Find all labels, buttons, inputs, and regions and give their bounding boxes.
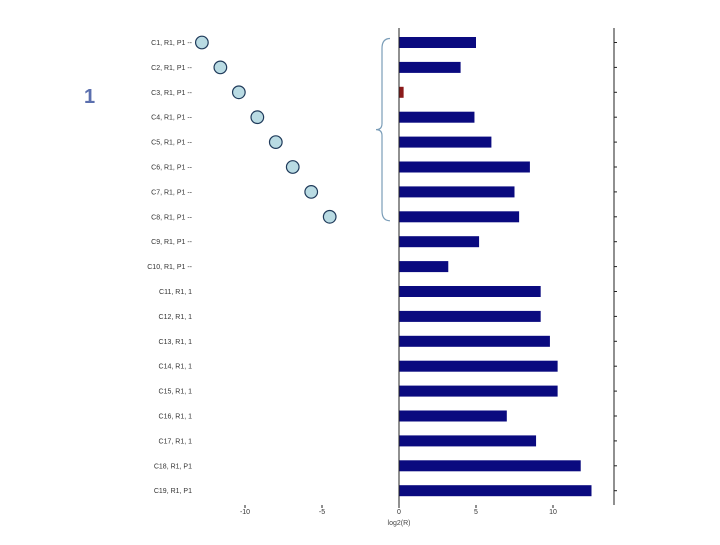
bar bbox=[399, 37, 476, 48]
bar bbox=[399, 485, 592, 497]
bar bbox=[399, 335, 550, 347]
category-label: C14, R1, 1 bbox=[159, 364, 193, 371]
bar bbox=[399, 460, 581, 472]
slide-number: 1 bbox=[84, 86, 96, 108]
marker-point bbox=[194, 35, 209, 50]
category-label: C12, R1, 1 bbox=[159, 314, 193, 321]
bar bbox=[399, 286, 541, 297]
bar bbox=[399, 136, 492, 148]
category-label: C8, R1, P1 -- bbox=[151, 214, 193, 221]
bar bbox=[399, 385, 558, 397]
x-axis-label: log2(R) bbox=[388, 520, 411, 527]
x-tick-label: 0 bbox=[397, 509, 401, 516]
bar bbox=[399, 360, 558, 372]
category-label: C9, R1, P1 -- bbox=[151, 239, 193, 246]
bars-group bbox=[399, 37, 592, 497]
bar bbox=[399, 86, 404, 98]
marker-point bbox=[250, 110, 265, 125]
bracket bbox=[375, 37, 391, 222]
category-label: C4, R1, P1 -- bbox=[151, 115, 193, 122]
category-label: C3, R1, P1 -- bbox=[151, 90, 193, 97]
category-label: C2, R1, P1 -- bbox=[151, 65, 193, 72]
category-label: C18, R1, P1 bbox=[154, 463, 192, 470]
bar bbox=[399, 111, 475, 123]
category-labels: C1, R1, P1 -- C2, R1, P1 -- C3, R1, P1 -- C… bbox=[147, 40, 192, 495]
x-tick-label: 5 bbox=[474, 509, 478, 516]
category-label: C19, R1, P1 bbox=[154, 488, 192, 495]
category-label: C17, R1, 1 bbox=[159, 438, 193, 445]
markers-group bbox=[194, 35, 337, 224]
bar bbox=[399, 435, 537, 447]
marker-point bbox=[322, 209, 337, 224]
marker-point bbox=[285, 160, 300, 174]
marker-point bbox=[268, 135, 283, 150]
bar bbox=[399, 410, 507, 422]
x-tick-label: 10 bbox=[549, 509, 557, 516]
bar bbox=[399, 61, 461, 73]
marker-point bbox=[231, 85, 246, 100]
category-label: C6, R1, P1 -- bbox=[151, 165, 193, 172]
category-label: C11, R1, 1 bbox=[159, 289, 192, 296]
marker-point bbox=[304, 184, 319, 199]
x-tick-label: -5 bbox=[319, 509, 325, 516]
category-label: C1, R1, P1 -- bbox=[151, 40, 193, 47]
bar bbox=[399, 310, 541, 322]
x-tick-label: -10 bbox=[240, 509, 250, 516]
category-label: C13, R1, 1 bbox=[159, 339, 193, 346]
category-label: C16, R1, 1 bbox=[159, 414, 193, 421]
bar bbox=[399, 261, 449, 273]
axes-group bbox=[244, 28, 617, 508]
marker-point bbox=[213, 60, 228, 75]
bar bbox=[399, 236, 480, 248]
bar bbox=[399, 161, 530, 173]
category-label: C7, R1, P1 -- bbox=[151, 189, 193, 196]
bar bbox=[399, 211, 520, 223]
category-label: C15, R1, 1 bbox=[159, 389, 193, 396]
category-label: C10, R1, P1 -- bbox=[147, 264, 192, 271]
category-label: C5, R1, P1 -- bbox=[151, 140, 193, 147]
x-tick-labels: -10 -5 0 5 10 bbox=[240, 509, 557, 516]
bar bbox=[399, 186, 515, 198]
